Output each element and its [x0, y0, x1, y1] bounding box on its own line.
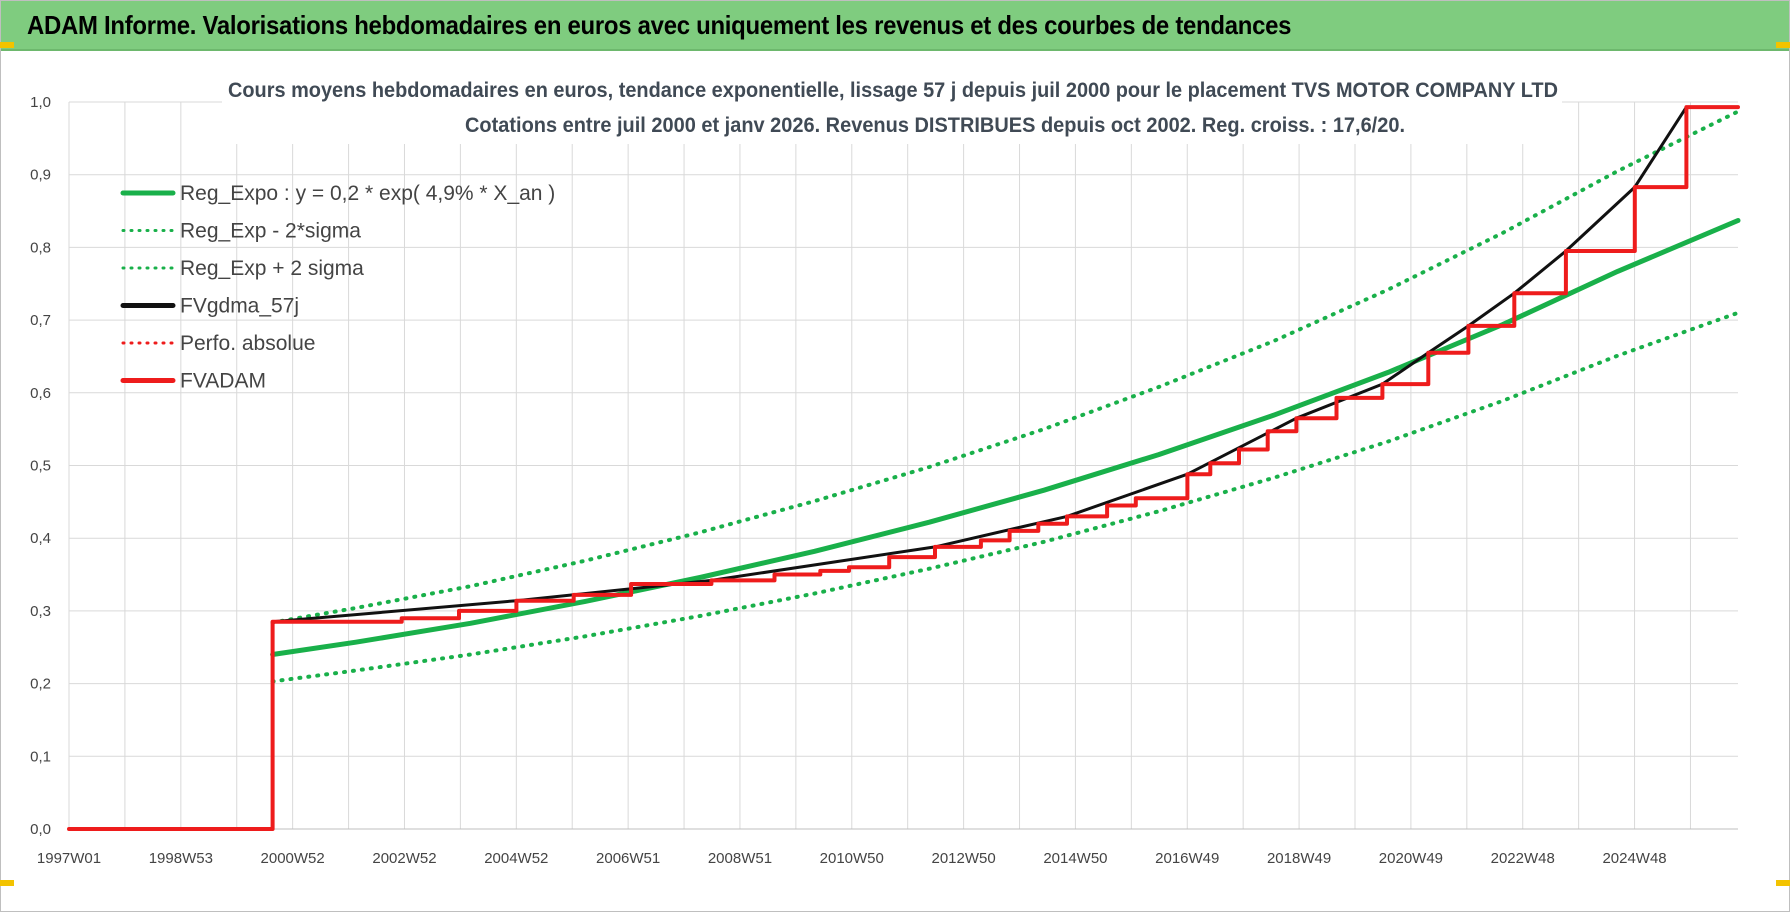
- legend-label: Reg_Expo : y = 0,2 * exp( 4,9% * X_an ): [180, 182, 555, 205]
- chart-subtitle: Cotations entre juil 2000 et janv 2026. …: [465, 114, 1405, 137]
- series-lines: [67, 105, 1741, 831]
- x-tick-label: 2004W52: [484, 850, 548, 867]
- y-tick-label: 0,9: [30, 167, 51, 184]
- legend-label: Perfo. absolue: [180, 332, 315, 355]
- y-axis-ticks: 0,0 0,1 0,2 0,3 0,4 0,5 0,6 0,7 0,8 0,9 1,0: [30, 94, 51, 838]
- corner-mark-top-left: [0, 42, 14, 48]
- y-tick-label: 1,0: [30, 94, 51, 111]
- y-tick-label: 0,5: [30, 458, 51, 475]
- y-tick-label: 0,6: [30, 385, 51, 402]
- x-tick-label: 2016W49: [1155, 850, 1219, 867]
- x-tick-label: 2020W49: [1379, 850, 1443, 867]
- corner-mark-bottom-left: [0, 880, 14, 886]
- legend-label: Reg_Exp + 2 sigma: [180, 257, 364, 280]
- legend-label: FVgdma_57j: [180, 295, 299, 318]
- x-tick-label: 1998W53: [149, 850, 213, 867]
- series-line-fvadam: [67, 105, 1740, 831]
- grid-lines: [68, 101, 1738, 830]
- x-tick-label: 2014W50: [1043, 850, 1107, 867]
- x-tick-label: 2010W50: [820, 850, 884, 867]
- legend-label: Reg_Exp - 2*sigma: [180, 220, 361, 243]
- x-tick-label: 2022W48: [1491, 850, 1555, 867]
- legend: Reg_Expo : y = 0,2 * exp( 4,9% * X_an ) R…: [120, 182, 555, 393]
- y-tick-label: 0,4: [30, 530, 51, 547]
- x-tick-label: 2008W51: [708, 850, 772, 867]
- legend-label: FVADAM: [180, 370, 266, 393]
- corner-mark-bottom-right: [1776, 880, 1790, 886]
- x-tick-label: 2018W49: [1267, 850, 1331, 867]
- x-axis-ticks: 1997W01 1998W53 2000W52 2002W52 2004W52 2006W…: [37, 850, 1667, 867]
- y-tick-label: 0,2: [30, 676, 51, 693]
- y-tick-label: 0,3: [30, 603, 51, 620]
- corner-mark-top-right: [1776, 42, 1790, 48]
- header-bar: ADAM Informe. Valorisations hebdomadaire…: [1, 1, 1789, 51]
- x-tick-label: 2006W51: [596, 850, 660, 867]
- title-backdrop: [222, 72, 1562, 144]
- x-tick-label: 2012W50: [931, 850, 995, 867]
- x-tick-label: 2024W48: [1602, 850, 1666, 867]
- x-tick-label: 2000W52: [261, 850, 325, 867]
- series-line-reg-expo: [270, 218, 1741, 657]
- x-tick-label: 2002W52: [372, 850, 436, 867]
- chart-title: Cours moyens hebdomadaires en euros, ten…: [228, 79, 1558, 102]
- y-tick-label: 0,1: [30, 748, 51, 765]
- x-tick-label: 1997W01: [37, 850, 101, 867]
- y-tick-label: 0,7: [30, 312, 51, 329]
- y-tick-label: 0,0: [30, 821, 51, 838]
- y-tick-label: 0,8: [30, 239, 51, 256]
- page-title: ADAM Informe. Valorisations hebdomadaire…: [27, 10, 1292, 40]
- series-line-reg-exp-minus-2sigma: [270, 310, 1740, 684]
